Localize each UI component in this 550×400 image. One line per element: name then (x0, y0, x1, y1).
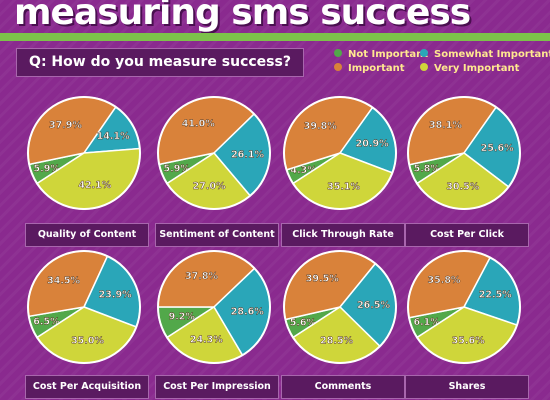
page-title: measuring sms success (14, 0, 471, 33)
chart-cost-per-impression: 9.2% 37.8% 28.6% 24.3% Cost Per Impression (152, 240, 282, 400)
pie-data-label-very-important: 35.1% (327, 181, 360, 192)
pie-chart: 5.9% 41.0% 26.1% 27.0% (157, 96, 271, 210)
chart-title: Comments (281, 375, 405, 399)
chart-cost-per-acquisition: 6.5% 34.5% 23.9% 35.0% Cost Per Acquisition (22, 240, 152, 400)
pie-data-label-very-important: 30.5% (446, 182, 479, 193)
title-divider (0, 33, 550, 41)
legend-label-important: Important (348, 63, 405, 74)
pie-data-label-very-important: 35.0% (71, 335, 104, 346)
legend-swatch-somewhat-important (420, 49, 428, 57)
chart-title: Shares (405, 375, 529, 399)
pie-data-label-important: 41.0% (182, 118, 215, 129)
legend-item-important: Important (334, 63, 405, 74)
pie-data-label-important: 37.9% (49, 120, 82, 131)
pie-chart: 6.5% 34.5% 23.9% 35.0% (27, 250, 141, 364)
pie-data-label-somewhat-important: 26.1% (231, 150, 264, 161)
pie-data-label-not-important: 5.6% (290, 318, 317, 329)
legend-label-very-important: Very Important (434, 63, 520, 74)
pie-data-label-very-important: 24.3% (190, 335, 223, 346)
pie-data-label-very-important: 28.5% (320, 335, 353, 346)
pie-data-label-important: 38.1% (429, 120, 462, 131)
pie-outline (27, 96, 141, 210)
pie-outline (27, 250, 141, 364)
pie-data-label-not-important: 5.8% (414, 163, 441, 174)
chart-quality-of-content: 5.9% 37.9% 14.1% 42.1% Quality of Content (22, 86, 152, 247)
chart-sentiment-of-content: 5.9% 41.0% 26.1% 27.0% Sentiment of Content (152, 86, 282, 247)
legend-label-somewhat-important: Somewhat Important (434, 49, 550, 60)
chart-cost-per-click: 5.8% 38.1% 25.6% 30.5% Cost Per Click (402, 86, 532, 247)
pie-data-label-not-important: 5.9% (34, 163, 61, 174)
legend-swatch-important (334, 63, 342, 71)
legend-label-not-important: Not Important (348, 49, 429, 60)
pie-data-label-important: 37.8% (185, 271, 218, 282)
chart-title: Cost Per Click (405, 223, 529, 247)
legend-item-very-important: Very Important (420, 63, 519, 74)
legend-item-not-important: Not Important (334, 49, 428, 60)
pie-outline (407, 250, 521, 364)
chart-title: Cost Per Impression (155, 375, 279, 399)
pie-chart: 5.9% 37.9% 14.1% 42.1% (27, 96, 141, 210)
pie-outline (407, 96, 521, 210)
pie-data-label-very-important: 42.1% (78, 180, 111, 191)
pie-data-label-not-important: 4.3% (290, 165, 317, 176)
pie-chart: 5.8% 38.1% 25.6% 30.5% (407, 96, 521, 210)
legend-item-somewhat-important: Somewhat Important (420, 49, 550, 60)
chart-shares: 6.1% 35.8% 22.5% 35.6% Shares (402, 240, 532, 400)
pie-data-label-important: 34.5% (47, 275, 80, 286)
pie-data-label-very-important: 35.6% (452, 335, 485, 346)
legend-swatch-not-important (334, 49, 342, 57)
pie-data-label-somewhat-important: 26.5% (357, 300, 390, 311)
pie-data-label-important: 35.8% (427, 275, 460, 286)
pie-outline (157, 250, 271, 364)
pie-data-label-somewhat-important: 20.9% (356, 138, 389, 149)
pie-chart: 6.1% 35.8% 22.5% 35.6% (407, 250, 521, 364)
pie-data-label-important: 39.8% (304, 121, 337, 132)
pie-outline (283, 250, 397, 364)
pie-chart: 5.6% 39.5% 26.5% 28.5% (283, 250, 397, 364)
pie-data-label-not-important: 6.1% (413, 317, 440, 328)
pie-data-label-somewhat-important: 28.6% (231, 307, 264, 318)
pie-data-label-somewhat-important: 23.9% (99, 289, 132, 300)
chart-comments: 5.6% 39.5% 26.5% 28.5% Comments (278, 240, 408, 400)
pie-outline (283, 96, 397, 210)
question-banner: Q: How do you measure success? (16, 48, 304, 77)
chart-title: Click Through Rate (281, 223, 405, 247)
chart-title: Quality of Content (25, 223, 149, 247)
legend-swatch-very-important (420, 63, 428, 71)
pie-data-label-somewhat-important: 25.6% (481, 143, 514, 154)
pie-data-label-not-important: 5.9% (164, 163, 191, 174)
pie-data-label-somewhat-important: 14.1% (97, 131, 130, 142)
pie-chart: 9.2% 37.8% 28.6% 24.3% (157, 250, 271, 364)
pie-data-label-important: 39.5% (306, 273, 339, 284)
pie-data-label-very-important: 27.0% (193, 181, 226, 192)
pie-data-label-not-important: 6.5% (33, 317, 60, 328)
pie-chart: 4.3% 39.8% 20.9% 35.1% (283, 96, 397, 210)
pie-data-label-somewhat-important: 22.5% (479, 290, 512, 301)
pie-outline (157, 96, 271, 210)
chart-click-through-rate: 4.3% 39.8% 20.9% 35.1% Click Through Rate (278, 86, 408, 247)
pie-data-label-not-important: 9.2% (169, 312, 196, 323)
chart-title: Cost Per Acquisition (25, 375, 149, 399)
chart-title: Sentiment of Content (155, 223, 279, 247)
